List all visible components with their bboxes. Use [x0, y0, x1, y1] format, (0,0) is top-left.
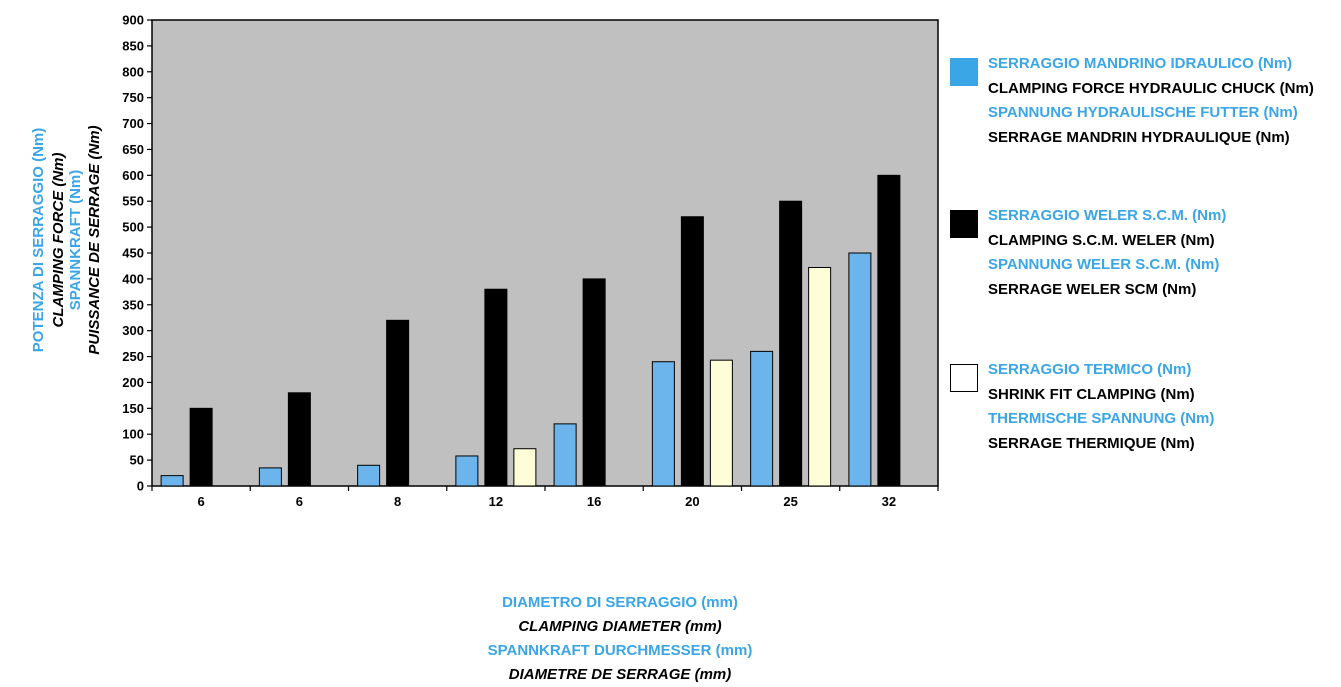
- legend-label: SERRAGE THERMIQUE (Nm): [988, 434, 1195, 452]
- y-tick-label: 400: [122, 271, 144, 286]
- y-tick-label: 0: [137, 479, 144, 494]
- legend-label: THERMISCHE SPANNUNG (Nm): [988, 410, 1215, 427]
- bar-hydraulic: [553, 423, 577, 487]
- y-tick-label: 500: [122, 220, 144, 235]
- x-tick-label: 6: [198, 494, 205, 509]
- y-tick-label: 600: [122, 168, 144, 183]
- y-tick-label: 350: [122, 297, 144, 312]
- legend-label: SERRAGE MANDRIN HYDRAULIQUE (Nm): [988, 128, 1290, 146]
- bar-hydraulic: [258, 467, 282, 487]
- y-tick-label: 150: [122, 401, 144, 416]
- plot-area: [151, 19, 939, 487]
- x-tick-label: 6: [296, 494, 303, 509]
- x-axis-title-fr: DIAMETRE DE SERRAGE (mm): [508, 666, 732, 683]
- bar-hydraulic: [651, 361, 675, 487]
- x-tick-label: 25: [783, 494, 797, 509]
- x-tick-label: 20: [685, 494, 699, 509]
- legend-label: SPANNUNG HYDRAULISCHE FUTTER (Nm): [988, 104, 1298, 121]
- legend-label: SHRINK FIT CLAMPING (Nm): [988, 385, 1195, 403]
- bar-hydraulic: [357, 464, 381, 487]
- bar-hydraulic: [848, 252, 872, 487]
- y-tick-label: 900: [122, 13, 144, 28]
- y-axis-title-en: CLAMPING FORCE (Nm): [50, 153, 67, 328]
- bar-weler-scm: [582, 278, 606, 487]
- bar-hydraulic: [160, 475, 184, 487]
- x-axis-title-de: SPANNKRAFT DURCHMESSER (mm): [487, 642, 753, 659]
- bar-shrink-fit: [513, 448, 537, 487]
- legend-label: SERRAGGIO MANDRINO IDRAULICO (Nm): [988, 55, 1293, 72]
- bar-weler-scm: [877, 174, 901, 487]
- y-tick-label: 800: [122, 64, 144, 79]
- legend-swatch-weler: [950, 210, 978, 238]
- x-tick-label: 16: [587, 494, 601, 509]
- bar-weler-scm: [484, 288, 508, 487]
- x-axis-title-en: CLAMPING DIAMETER (mm): [518, 618, 722, 635]
- x-axis-title: DIAMETRO DI SERRAGGIO (mm) CLAMPING DIAM…: [360, 591, 880, 687]
- y-tick-label: 250: [122, 349, 144, 364]
- legend-swatch-hydraulic: [950, 58, 978, 86]
- legend-swatch-shrink: [950, 364, 978, 392]
- y-axis-title-de: SPANNKRAFT (Nm): [67, 170, 84, 311]
- bar-weler-scm: [680, 216, 704, 487]
- y-tick-label: 550: [122, 194, 144, 209]
- bar-weler-scm: [386, 319, 410, 487]
- legend-label: SERRAGE WELER SCM (Nm): [988, 280, 1197, 298]
- bar-shrink-fit: [808, 266, 832, 487]
- y-tick-label: 750: [122, 90, 144, 105]
- legend-label: SERRAGGIO TERMICO (Nm): [988, 361, 1192, 378]
- y-tick-label: 450: [122, 246, 144, 261]
- y-axis-title-it: POTENZA DI SERRAGGIO (Nm): [30, 128, 47, 352]
- legend-label: CLAMPING S.C.M. WELER (Nm): [988, 231, 1215, 249]
- y-tick-label: 50: [130, 453, 144, 468]
- x-tick-label: 32: [882, 494, 896, 509]
- bar-weler-scm: [189, 407, 213, 487]
- x-tick-label: 12: [489, 494, 503, 509]
- y-tick-label: 200: [122, 375, 144, 390]
- x-axis-title-it: DIAMETRO DI SERRAGGIO (mm): [502, 594, 738, 611]
- legend-label: SERRAGGIO WELER S.C.M. (Nm): [988, 207, 1227, 224]
- x-tick-label: 8: [394, 494, 401, 509]
- y-tick-label: 650: [122, 142, 144, 157]
- bar-hydraulic: [750, 350, 774, 487]
- y-tick-label: 850: [122, 38, 144, 53]
- bar-weler-scm: [779, 200, 803, 487]
- legend-label: CLAMPING FORCE HYDRAULIC CHUCK (Nm): [988, 79, 1314, 97]
- y-axis-title-fr: PUISSANCE DE SERRAGE (Nm): [86, 125, 103, 354]
- y-tick-label: 300: [122, 323, 144, 338]
- bar-weler-scm: [287, 392, 311, 487]
- bar-shrink-fit: [709, 359, 733, 487]
- legend-label: SPANNUNG WELER S.C.M. (Nm): [988, 256, 1220, 273]
- bar-hydraulic: [455, 455, 479, 487]
- y-tick-label: 100: [122, 427, 144, 442]
- y-tick-label: 700: [122, 116, 144, 131]
